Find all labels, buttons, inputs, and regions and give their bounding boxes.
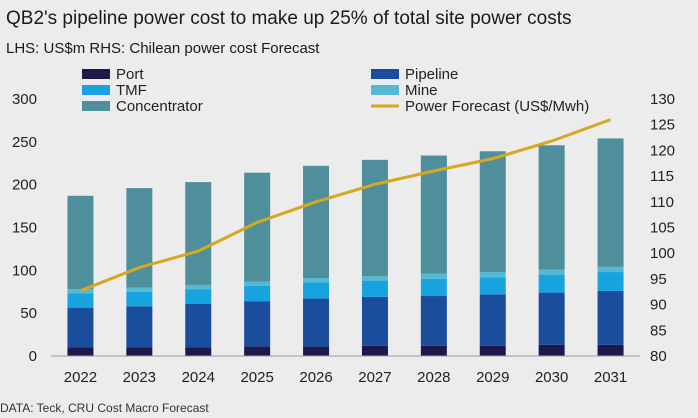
bar-port-2023 xyxy=(126,347,153,356)
chart-subtitle: LHS: US$m RHS: Chilean power cost Foreca… xyxy=(6,40,320,57)
bars-group xyxy=(67,138,624,356)
bar-pipeline-2023 xyxy=(126,306,153,348)
y-left-tick-label: 100 xyxy=(12,262,37,279)
bar-port-2026 xyxy=(303,346,330,356)
y-right-tick-label: 100 xyxy=(650,245,675,262)
bar-concentrator-2022 xyxy=(67,195,94,290)
y-right-tick-label: 120 xyxy=(650,142,675,159)
x-tick-label-2024: 2024 xyxy=(182,369,215,386)
x-tick-label-2025: 2025 xyxy=(240,369,273,386)
y-left-tick-label: 50 xyxy=(20,305,37,322)
bar-tmf-2024 xyxy=(185,289,212,304)
bar-pipeline-2030 xyxy=(538,292,565,345)
x-tick-label-2030: 2030 xyxy=(535,369,568,386)
x-tick-label-2028: 2028 xyxy=(417,369,450,386)
bar-mine-2030 xyxy=(538,269,565,275)
y-left-tick-label: 0 xyxy=(29,348,37,365)
legend-label: Pipeline xyxy=(405,66,458,83)
bar-pipeline-2029 xyxy=(479,294,506,346)
power-forecast-line-group xyxy=(79,118,612,293)
y-right-tick-label: 95 xyxy=(650,271,667,288)
bar-port-2025 xyxy=(244,346,271,356)
x-tick-label-2023: 2023 xyxy=(123,369,156,386)
bar-tmf-2022 xyxy=(67,293,94,309)
chart-legend: Port Pipeline TMF Mine Concentrator Power For… xyxy=(82,66,589,115)
bar-port-2024 xyxy=(185,347,212,356)
y-right-tick-label: 115 xyxy=(650,168,674,185)
y-left-tick-label: 150 xyxy=(12,220,37,237)
bar-port-2022 xyxy=(67,347,94,356)
y-right-tick-label: 80 xyxy=(650,348,667,365)
bar-pipeline-2026 xyxy=(303,298,330,347)
bar-pipeline-2025 xyxy=(244,301,271,347)
bar-port-2029 xyxy=(479,345,506,356)
bar-mine-2027 xyxy=(361,276,388,281)
bar-tmf-2031 xyxy=(597,272,624,291)
bar-mine-2031 xyxy=(597,266,624,273)
bar-pipeline-2022 xyxy=(67,308,94,348)
bar-pipeline-2028 xyxy=(420,296,447,346)
bar-mine-2022 xyxy=(67,289,94,294)
bar-concentrator-2024 xyxy=(185,182,212,285)
bar-concentrator-2028 xyxy=(420,155,447,274)
y-right-tick-label: 90 xyxy=(650,297,667,314)
x-tick-label-2031: 2031 xyxy=(594,369,627,386)
y-right-tick-label: 110 xyxy=(650,194,674,211)
legend-label: Power Forecast (US$/Mwh) xyxy=(405,98,589,115)
bar-concentrator-2027 xyxy=(361,159,388,277)
y-right-tick-label: 130 xyxy=(650,91,675,108)
bar-tmf-2030 xyxy=(538,274,565,293)
bar-mine-2023 xyxy=(126,287,153,292)
bar-mine-2024 xyxy=(185,284,212,290)
y-left-tick-label: 250 xyxy=(12,134,37,151)
x-tick-label-2026: 2026 xyxy=(299,369,332,386)
bar-tmf-2025 xyxy=(244,285,271,302)
bar-concentrator-2029 xyxy=(479,151,506,273)
legend-swatch-port xyxy=(82,69,110,79)
x-tick-label-2027: 2027 xyxy=(358,369,391,386)
axes-group: 0 50 100 150 200 250 300 80 85 90 95 100 105 110 115 12… xyxy=(12,91,675,386)
bar-port-2027 xyxy=(361,345,388,356)
x-tick-label-2022: 2022 xyxy=(64,369,97,386)
bar-concentrator-2030 xyxy=(538,145,565,270)
legend-label: TMF xyxy=(116,82,147,99)
bar-tmf-2026 xyxy=(303,282,330,299)
bar-tmf-2029 xyxy=(479,277,506,295)
bar-concentrator-2026 xyxy=(303,165,330,279)
y-right-tick-label: 105 xyxy=(650,220,675,237)
bar-tmf-2027 xyxy=(361,280,388,297)
legend-label: Mine xyxy=(405,82,438,99)
source-note: DATA: Teck, CRU Cost Macro Forecast xyxy=(0,401,209,415)
bar-port-2031 xyxy=(597,344,624,356)
legend-swatch-tmf xyxy=(82,85,110,95)
bar-pipeline-2031 xyxy=(597,290,624,345)
y-left-tick-label: 300 xyxy=(12,91,37,108)
x-tick-label-2029: 2029 xyxy=(476,369,509,386)
y-right-tick-label: 85 xyxy=(650,322,667,339)
y-right-tick-label: 125 xyxy=(650,117,675,134)
legend-swatch-mine xyxy=(371,85,399,95)
y-left-tick-label: 200 xyxy=(12,177,37,194)
bar-mine-2028 xyxy=(420,273,447,279)
stacked-bar-chart: Port Pipeline TMF Mine Concentrator Power For… xyxy=(12,66,675,386)
chart-title: QB2's pipeline power cost to make up 25%… xyxy=(6,8,572,29)
bar-pipeline-2024 xyxy=(185,303,212,348)
bar-tmf-2023 xyxy=(126,291,153,307)
bar-tmf-2028 xyxy=(420,278,447,297)
bar-port-2028 xyxy=(420,345,447,356)
bar-pipeline-2027 xyxy=(361,296,388,346)
bar-concentrator-2031 xyxy=(597,138,624,267)
legend-swatch-concentrator xyxy=(82,101,110,111)
bar-mine-2029 xyxy=(479,272,506,278)
bar-port-2030 xyxy=(538,344,565,356)
legend-swatch-pipeline xyxy=(371,69,399,79)
legend-label: Concentrator xyxy=(116,98,203,115)
bar-mine-2025 xyxy=(244,281,271,286)
bar-mine-2026 xyxy=(303,278,330,283)
legend-label: Port xyxy=(116,66,144,83)
power-forecast-line xyxy=(79,118,612,293)
